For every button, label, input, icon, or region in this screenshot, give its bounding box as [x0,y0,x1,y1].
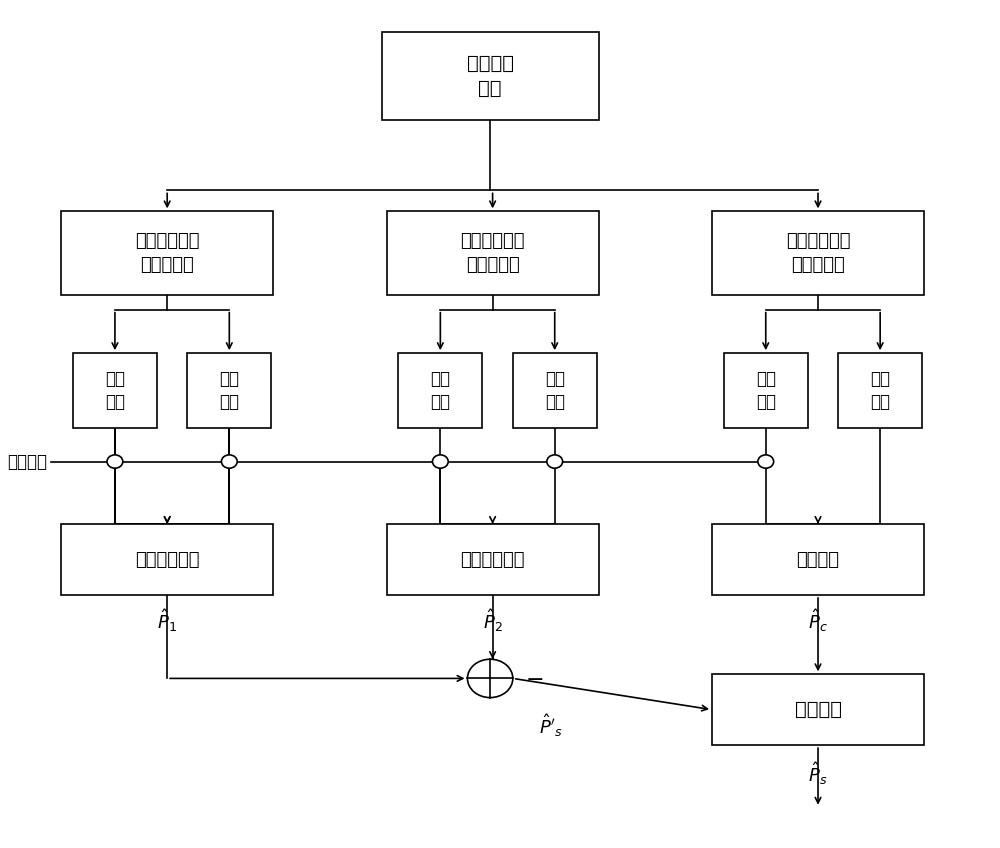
Circle shape [432,455,448,468]
Text: $-$: $-$ [525,668,543,689]
FancyBboxPatch shape [73,353,157,428]
Circle shape [433,455,447,467]
Text: 干扰信号数字
正交下变频: 干扰信号数字 正交下变频 [460,232,525,274]
Circle shape [467,659,513,698]
FancyBboxPatch shape [382,32,599,120]
Circle shape [758,455,774,468]
Text: 模平方求均值: 模平方求均值 [135,550,199,568]
Text: 模平方和: 模平方和 [797,550,840,568]
FancyBboxPatch shape [387,211,599,295]
Circle shape [547,455,563,468]
Text: 低通
滤波: 低通 滤波 [219,370,239,411]
Text: 低通
滤波: 低通 滤波 [105,370,125,411]
Text: 模平方求均值: 模平方求均值 [460,550,525,568]
Circle shape [108,455,122,467]
Circle shape [107,455,123,468]
Circle shape [759,455,773,467]
Text: 有用信号数字
正交下变频: 有用信号数字 正交下变频 [135,232,199,274]
FancyBboxPatch shape [724,353,808,428]
Text: $\hat{P}_s$: $\hat{P}_s$ [808,760,828,787]
FancyBboxPatch shape [712,524,924,595]
Text: 相干
积累: 相干 积累 [756,370,776,411]
Text: 相干
积累: 相干 积累 [870,370,890,411]
Text: $\hat{P}_1$: $\hat{P}_1$ [157,607,177,634]
Circle shape [221,455,237,468]
Text: $\hat{P}_2$: $\hat{P}_2$ [483,607,502,634]
Text: $\hat{P}_c$: $\hat{P}_c$ [808,607,828,634]
FancyBboxPatch shape [398,353,482,428]
FancyBboxPatch shape [187,353,271,428]
FancyBboxPatch shape [712,674,924,745]
Text: 校准信号数字
正交下变频: 校准信号数字 正交下变频 [786,232,850,274]
Text: $\hat{P}'_s$: $\hat{P}'_s$ [539,711,563,739]
Text: 低通
滤波: 低通 滤波 [430,370,450,411]
FancyBboxPatch shape [387,524,599,595]
Text: 周期脉冲: 周期脉冲 [7,453,47,471]
FancyBboxPatch shape [61,211,273,295]
FancyBboxPatch shape [61,524,273,595]
Text: 数字中频
信号: 数字中频 信号 [467,53,514,98]
FancyBboxPatch shape [838,353,922,428]
FancyBboxPatch shape [513,353,597,428]
Text: 低通
滤波: 低通 滤波 [545,370,565,411]
Text: 功率校准: 功率校准 [795,700,842,719]
FancyBboxPatch shape [712,211,924,295]
